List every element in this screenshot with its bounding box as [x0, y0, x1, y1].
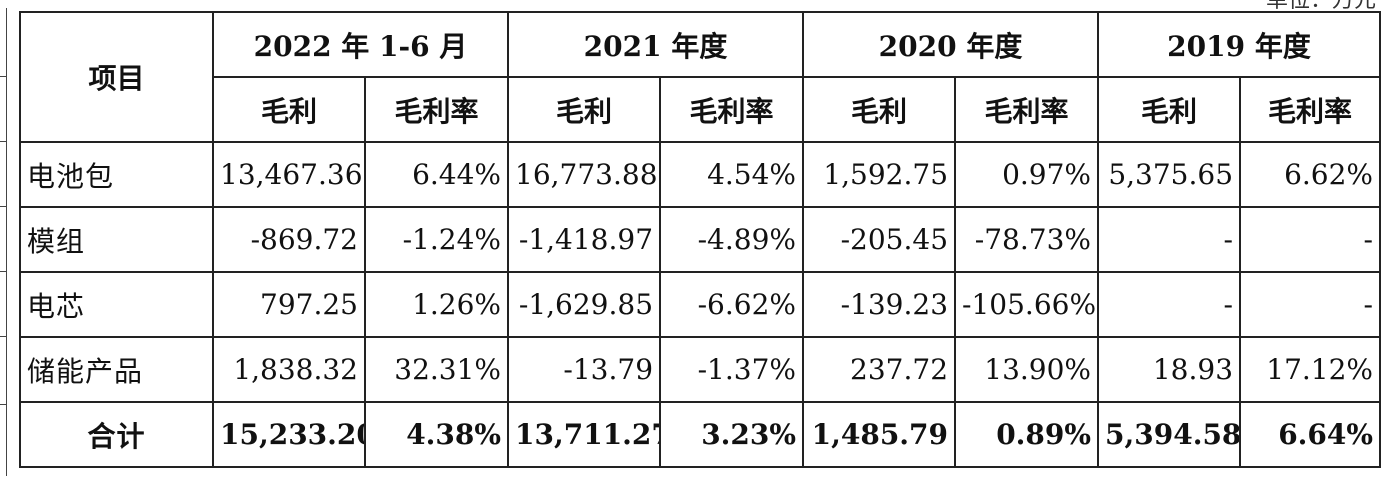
total-row: 合计 15,233.20 4.38% 13,711.27 3.23% 1,485… [19, 401, 1382, 468]
left-page-edge [0, 8, 7, 476]
left-edge-tick [0, 76, 6, 77]
table-cell: 16,773.88 [507, 141, 662, 208]
table-cell: 17.12% [1239, 336, 1382, 403]
table-cell: - [1097, 271, 1242, 338]
gross-profit-header: 毛利 [1097, 76, 1242, 143]
gross-margin-header: 毛利率 [954, 76, 1100, 143]
table-cell: 6.62% [1239, 141, 1382, 208]
table-cell: -78.73% [954, 206, 1100, 273]
table-cell: 4.54% [659, 141, 805, 208]
table-cell: -139.23 [802, 271, 957, 338]
gross-margin-table: 项目 2022 年 1-6 月 2021 年度 2020 年度 2019 年度 … [19, 11, 1382, 468]
header-row-periods: 项目 2022 年 1-6 月 2021 年度 2020 年度 2019 年度 [19, 11, 1382, 143]
total-cell: 15,233.20 [212, 401, 366, 468]
table-cell: 237.72 [802, 336, 957, 403]
table-row: 电池包 13,467.36 6.44% 16,773.88 4.54% 1,59… [19, 141, 1382, 208]
table-cell: 18.93 [1097, 336, 1242, 403]
row-label: 模组 [19, 206, 214, 273]
period-header-2021: 2021 年度 [507, 11, 805, 78]
table-cell: -1,418.97 [507, 206, 662, 273]
table-cell: 13,467.36 [212, 141, 366, 208]
gross-profit-header: 毛利 [212, 76, 366, 143]
left-edge-tick [0, 336, 6, 337]
table-cell: -13.79 [507, 336, 662, 403]
table-cell: 13.90% [954, 336, 1100, 403]
table-row: 模组 -869.72 -1.24% -1,418.97 -4.89% -205.… [19, 206, 1382, 273]
table-cell: 5,375.65 [1097, 141, 1242, 208]
period-header-2022h1: 2022 年 1-6 月 [211, 11, 510, 78]
total-cell: 1,485.79 [802, 401, 957, 468]
table-cell: - [1239, 206, 1382, 273]
table-row: 储能产品 1,838.32 32.31% -13.79 -1.37% 237.7… [19, 336, 1382, 403]
gross-margin-header: 毛利率 [363, 76, 510, 143]
table-cell: -1.24% [363, 206, 510, 273]
gross-profit-header: 毛利 [802, 76, 957, 143]
gross-profit-header: 毛利 [507, 76, 662, 143]
unit-note: 单位：万元 [1265, 0, 1376, 13]
table-cell: - [1239, 271, 1382, 338]
total-cell: 3.23% [659, 401, 805, 468]
table-cell: 0.97% [954, 141, 1100, 208]
table-cell: -6.62% [659, 271, 805, 338]
table-cell: 1,838.32 [212, 336, 366, 403]
period-header-2019: 2019 年度 [1097, 11, 1382, 78]
total-cell: 0.89% [954, 401, 1100, 468]
header-row-metrics: 毛利 毛利率 毛利 毛利率 毛利 毛利率 毛利 毛利率 [20, 76, 1382, 143]
table-cell: - [1097, 206, 1242, 273]
left-edge-tick [0, 206, 6, 207]
row-label: 电池包 [19, 141, 214, 208]
table-cell: -205.45 [802, 206, 957, 273]
total-label: 合计 [19, 401, 214, 468]
total-cell: 4.38% [363, 401, 510, 468]
gross-margin-header: 毛利率 [1239, 76, 1382, 143]
table-cell: -1.37% [659, 336, 805, 403]
table-cell: -4.89% [659, 206, 805, 273]
left-edge-tick [0, 271, 6, 272]
item-header: 项目 [19, 11, 214, 143]
gross-margin-header: 毛利率 [659, 76, 805, 143]
total-cell: 6.64% [1239, 401, 1382, 468]
total-cell: 5,394.58 [1097, 401, 1242, 468]
total-cell: 13,711.27 [507, 401, 662, 468]
table-cell: -869.72 [212, 206, 366, 273]
table-cell: -1,629.85 [507, 271, 662, 338]
table-cell: 1.26% [363, 271, 510, 338]
table-cell: -105.66% [954, 271, 1100, 338]
period-header-2020: 2020 年度 [802, 11, 1100, 78]
table-cell: 1,592.75 [802, 141, 957, 208]
table-cell: 797.25 [212, 271, 366, 338]
row-label: 储能产品 [19, 336, 214, 403]
left-edge-tick [0, 404, 6, 405]
left-edge-tick [0, 141, 6, 142]
table-cell: 6.44% [363, 141, 510, 208]
row-label: 电芯 [19, 271, 214, 338]
table-cell: 32.31% [363, 336, 510, 403]
table-row: 电芯 797.25 1.26% -1,629.85 -6.62% -139.23… [19, 271, 1382, 338]
